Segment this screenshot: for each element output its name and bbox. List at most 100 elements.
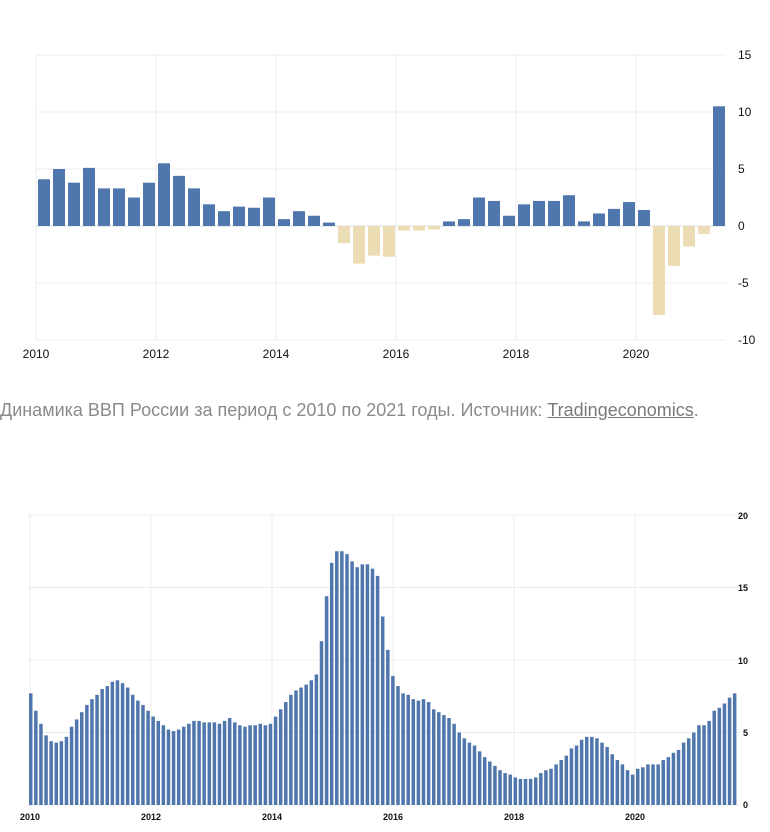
chart1-bar <box>578 221 590 226</box>
chart2-bar <box>314 674 319 805</box>
chart2-x-tick: 2016 <box>383 812 403 822</box>
chart1-bar <box>518 204 530 226</box>
chart2-bar <box>340 551 344 805</box>
chart2-bar <box>222 720 227 805</box>
chart2-bar <box>717 707 722 805</box>
chart1-bar <box>473 197 485 226</box>
chart1-bar <box>413 226 425 231</box>
chart2-bar <box>641 767 645 805</box>
chart1-bar <box>293 211 305 226</box>
chart2-bar <box>533 777 538 805</box>
chart2-bar <box>90 699 94 805</box>
chart1-bar <box>173 175 185 226</box>
chart2-bar <box>212 722 217 805</box>
chart2-y-tick: 15 <box>738 583 748 593</box>
chart1-bar <box>263 197 275 226</box>
chart2-bar <box>360 564 365 805</box>
chart2-bar <box>345 554 349 805</box>
chart2-y-tick: 10 <box>738 656 748 666</box>
chart2-bar <box>187 723 191 805</box>
chart2-bar <box>457 732 461 805</box>
chart1-bar <box>98 188 110 226</box>
chart2-bar <box>304 684 308 805</box>
chart1-bar <box>113 188 125 226</box>
caption-text: Динамика ВВП России за период с 2010 по … <box>0 400 543 420</box>
chart1-bar <box>323 222 335 226</box>
chart1-bar <box>488 200 500 226</box>
chart1-bar <box>188 188 200 226</box>
chart2-x-tick: 2018 <box>504 812 524 822</box>
chart2-bar <box>681 742 686 805</box>
chart2-x-tick: 2010 <box>20 812 40 822</box>
chart2-bar <box>309 680 314 805</box>
chart2-bar <box>120 683 125 805</box>
chart2-bar <box>146 710 150 805</box>
chart2-bar <box>554 764 558 805</box>
chart2-bar <box>125 687 130 805</box>
chart1-y-tick: -10 <box>738 333 756 347</box>
chart2-bar <box>600 742 604 805</box>
chart2-bar <box>579 739 584 805</box>
chart2-bar <box>656 764 660 805</box>
chart2-bar <box>335 551 339 805</box>
chart2-bar <box>406 694 410 805</box>
chart2-bar <box>493 765 497 805</box>
chart2-bar <box>324 596 329 805</box>
chart2-bar <box>289 694 293 805</box>
chart2-bar <box>539 773 543 805</box>
chart1-bar <box>638 210 650 226</box>
chart2-x-tick: 2020 <box>625 812 645 822</box>
chart2-bar <box>727 697 732 805</box>
chart1-bar <box>53 169 65 226</box>
chart2-bar <box>171 731 176 805</box>
chart1-x-tick: 2010 <box>23 347 50 361</box>
chart1-bar <box>128 197 140 226</box>
chart2-bar <box>513 777 518 805</box>
chart2-bar <box>34 710 38 805</box>
chart2-bar <box>95 694 99 805</box>
chart1-x-tick: 2018 <box>503 347 530 361</box>
chart2-bar <box>319 641 324 805</box>
chart2-bar <box>49 741 53 805</box>
chart1-bar <box>698 226 710 234</box>
chart2-bar <box>498 770 502 805</box>
chart2-bar <box>610 754 614 805</box>
chart1-bar <box>233 206 245 226</box>
chart1-bar <box>143 182 155 226</box>
chart1-bar <box>368 226 380 256</box>
chart2-bar <box>549 768 553 805</box>
chart2-bar <box>401 693 405 805</box>
chart2-bar <box>227 718 232 805</box>
chart2-bar <box>29 693 33 805</box>
chart2-bar <box>182 726 186 805</box>
chart2-y-tick: 5 <box>743 728 748 738</box>
chart2-bar <box>156 720 161 805</box>
chart1-bar <box>353 226 365 264</box>
chart2-x-axis-labels: 2010 2012 2014 2016 2018 2020 <box>20 812 645 822</box>
chart1-bar <box>563 195 575 226</box>
chart1-x-tick: 2020 <box>623 347 650 361</box>
chart2-bar <box>141 704 145 805</box>
chart1-bar <box>68 182 80 226</box>
chart2-bar <box>100 689 104 805</box>
chart2-bar <box>299 687 303 805</box>
chart2-x-tick: 2014 <box>262 812 282 822</box>
chart1-bar <box>383 226 395 257</box>
chart2-bar <box>467 742 472 805</box>
chart2-bar <box>380 616 385 805</box>
chart1-bar <box>248 207 260 226</box>
chart2-bar <box>217 723 222 805</box>
chart2-bar <box>442 715 446 805</box>
chart2-bar <box>416 700 421 805</box>
inflation-chart: 2010 2012 2014 2016 2018 2020 20 15 10 5… <box>20 511 748 822</box>
chart2-bar <box>477 751 482 805</box>
chart2-bar <box>39 723 43 805</box>
chart2-bar <box>294 690 298 805</box>
chart2-bar <box>482 757 487 805</box>
source-link[interactable]: Tradingeconomics <box>547 400 694 420</box>
chart2-bar <box>488 761 492 805</box>
gdp-growth-chart: 2010 2012 2014 2016 2018 2020 15 10 5 0 … <box>23 48 756 361</box>
chart2-bar <box>44 735 48 805</box>
chart2-bar <box>646 764 650 805</box>
chart1-bar <box>158 163 170 226</box>
